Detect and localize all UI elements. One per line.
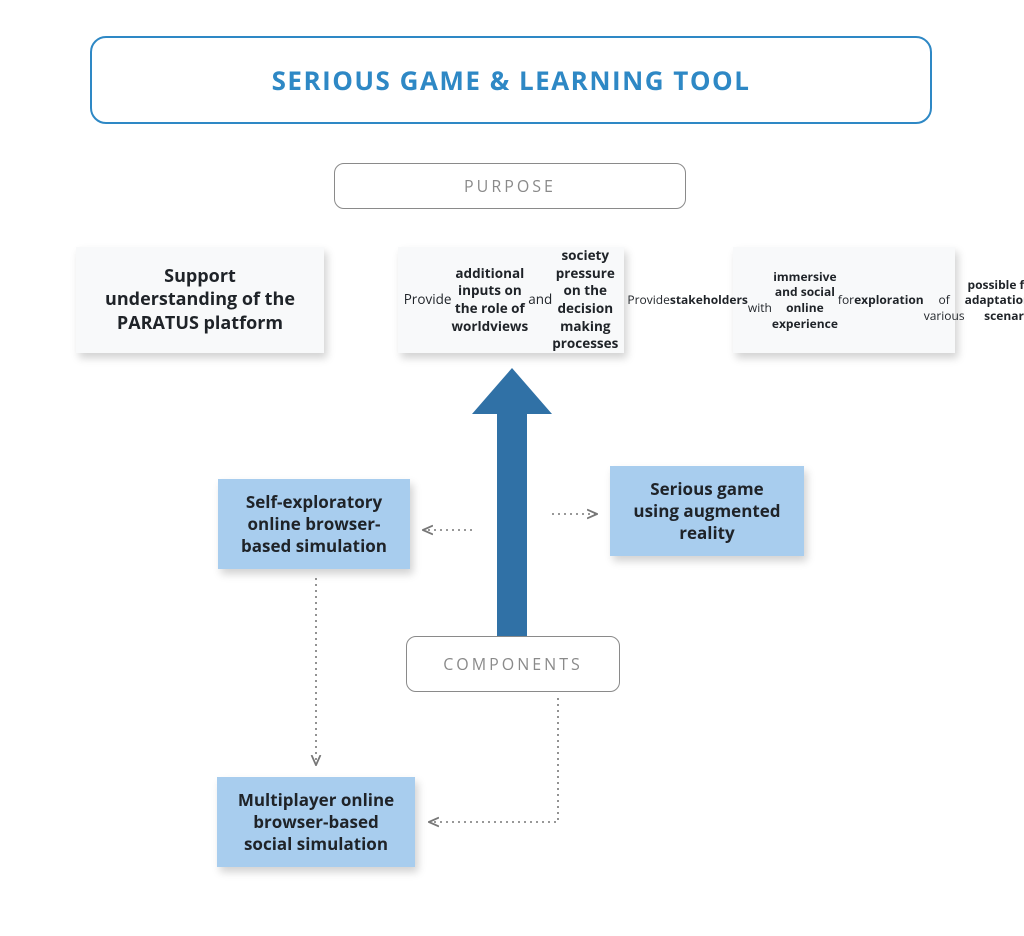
dashed-connectors xyxy=(0,0,1024,936)
